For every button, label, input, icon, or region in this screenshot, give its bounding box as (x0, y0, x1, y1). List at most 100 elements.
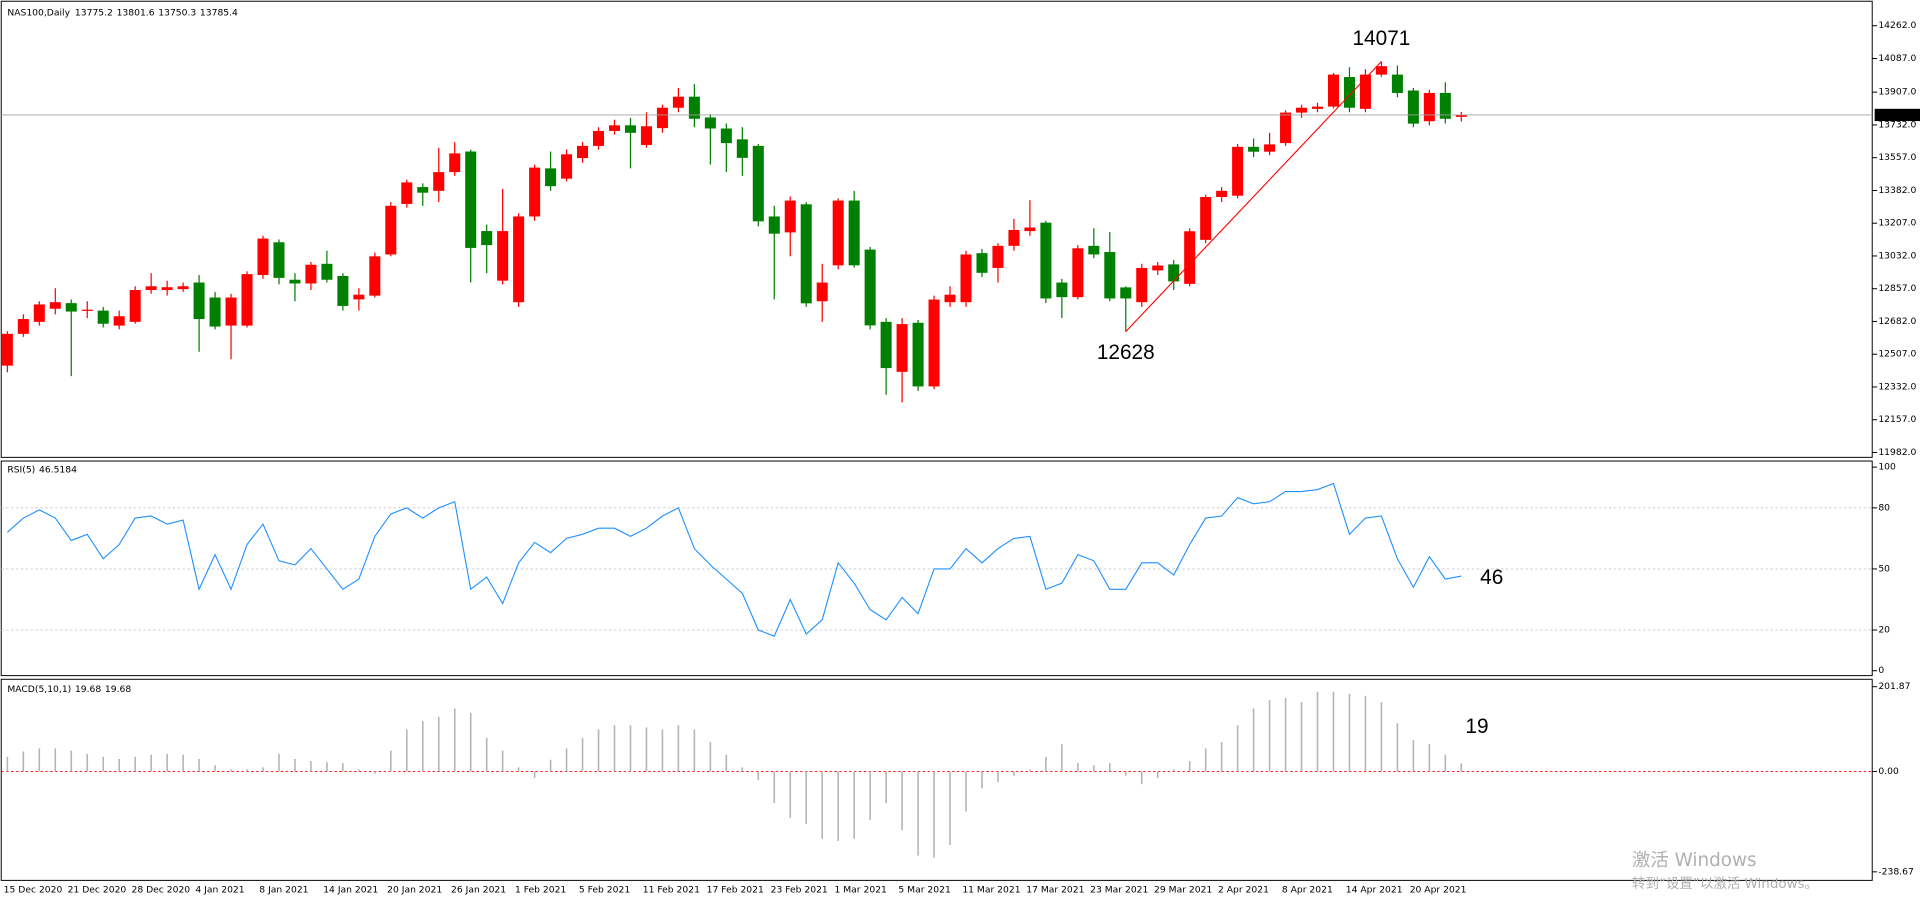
y-tick-label: 14087.0 (1878, 53, 1916, 64)
x-tick-label: 11 Feb 2021 (643, 885, 700, 896)
rsi-name: RSI(5) (7, 464, 35, 475)
y-tick-label: 13382.0 (1878, 185, 1916, 196)
candle-body (65, 303, 77, 312)
candle-body (816, 282, 828, 302)
candle-body (1264, 144, 1276, 152)
x-tick-label: 14 Jan 2021 (323, 885, 378, 896)
candle-body (1296, 107, 1308, 113)
x-tick-label: 17 Mar 2021 (1026, 885, 1084, 896)
candle-body (481, 231, 493, 246)
candle-body (385, 205, 397, 255)
candle-body (1168, 264, 1180, 282)
current-price-label: 13785.4 (1877, 109, 1915, 120)
x-tick-label: 23 Feb 2021 (771, 885, 828, 896)
annotation: 46 (1480, 566, 1503, 589)
candle-body (976, 253, 988, 273)
candle-body (177, 286, 189, 290)
price-header: NAS100,Daily 13775.2 13801.6 13750.3 13785.4 (7, 7, 238, 18)
rsi-line (6, 482, 1462, 637)
candle-body (864, 249, 876, 326)
y-tick-label: 12857.0 (1878, 283, 1916, 294)
y-tick-label: 0.00 (1878, 766, 1899, 777)
x-tick-label: 8 Jan 2021 (259, 885, 308, 896)
candle-body (321, 263, 333, 280)
candle-body (992, 245, 1004, 268)
candle-body (1120, 287, 1132, 299)
candle-body (960, 254, 972, 303)
x-tick-label: 8 Apr 2021 (1282, 885, 1333, 896)
candle-body (497, 231, 509, 281)
candle-body (529, 167, 541, 217)
candle-body (944, 294, 956, 303)
y-tick-label: 13032.0 (1878, 250, 1916, 261)
y-tick-label: -238.67 (1878, 866, 1914, 877)
candle-body (1024, 227, 1036, 232)
trend-line (1125, 61, 1382, 332)
candle-body (848, 200, 860, 266)
y-tick-label: 12507.0 (1878, 349, 1916, 360)
candle-body (640, 126, 652, 145)
candle-body (1104, 252, 1116, 299)
macd-panel (0, 678, 1873, 881)
x-tick-label: 29 Mar 2021 (1154, 885, 1212, 896)
x-tick-label: 15 Dec 2020 (4, 885, 63, 896)
candle-body (1056, 282, 1068, 298)
open-value: 13775.2 (75, 7, 113, 18)
candle-body (1375, 66, 1387, 75)
x-tick-label: 28 Dec 2020 (131, 885, 190, 896)
candle-body (832, 200, 844, 266)
watermark-title: 激活 Windows (1632, 850, 1757, 871)
candle-body (337, 275, 349, 306)
candle-body (241, 274, 253, 326)
candle-body (704, 117, 716, 129)
y-tick-label: 11982.0 (1878, 447, 1916, 458)
candle-body (545, 168, 557, 187)
x-tick-label: 1 Feb 2021 (515, 885, 566, 896)
candle-body (209, 297, 221, 327)
candle-body (1343, 77, 1355, 108)
price-panel (0, 0, 1873, 458)
candle-body (1407, 90, 1419, 124)
x-tick-label: 20 Apr 2021 (1410, 885, 1467, 896)
candle-body (593, 130, 605, 146)
y-tick-label: 13557.0 (1878, 152, 1916, 163)
candle-body (81, 309, 93, 311)
candle-body (720, 128, 732, 144)
candle-body (305, 264, 317, 284)
candle-body (1008, 229, 1020, 246)
macd-value: 19.68 (75, 684, 101, 695)
candle-body (257, 238, 269, 276)
candle-body (800, 204, 812, 304)
y-tick-label: 14262.0 (1878, 20, 1916, 31)
x-tick-label: 2 Apr 2021 (1218, 885, 1269, 896)
candle-body (1184, 231, 1196, 284)
candle-body (1248, 146, 1260, 152)
y-tick-label: 80 (1878, 502, 1890, 513)
candle-body (1311, 106, 1324, 109)
candle-body (1327, 74, 1340, 107)
x-tick-label: 5 Mar 2021 (898, 885, 950, 896)
candle-body (17, 319, 29, 334)
candle-body (1455, 114, 1467, 117)
candle-body (1088, 245, 1100, 255)
candle-body (97, 310, 109, 324)
candle-body (896, 324, 908, 372)
candle-body (145, 286, 157, 291)
candle-body (433, 172, 445, 191)
candle-body (1280, 112, 1292, 144)
y-tick-label: 13732.0 (1878, 119, 1916, 130)
candle-body (624, 125, 636, 133)
y-tick-label: 13907.0 (1878, 87, 1916, 98)
x-tick-label: 14 Apr 2021 (1346, 885, 1403, 896)
candle-body (369, 256, 381, 296)
x-tick-label: 23 Mar 2021 (1090, 885, 1148, 896)
x-tick-label: 11 Mar 2021 (962, 885, 1020, 896)
high-value: 13801.6 (117, 7, 155, 18)
candle-body (161, 287, 173, 291)
x-tick-label: 4 Jan 2021 (195, 885, 244, 896)
rsi-value: 46.5184 (39, 464, 77, 475)
candle-body (736, 139, 748, 158)
